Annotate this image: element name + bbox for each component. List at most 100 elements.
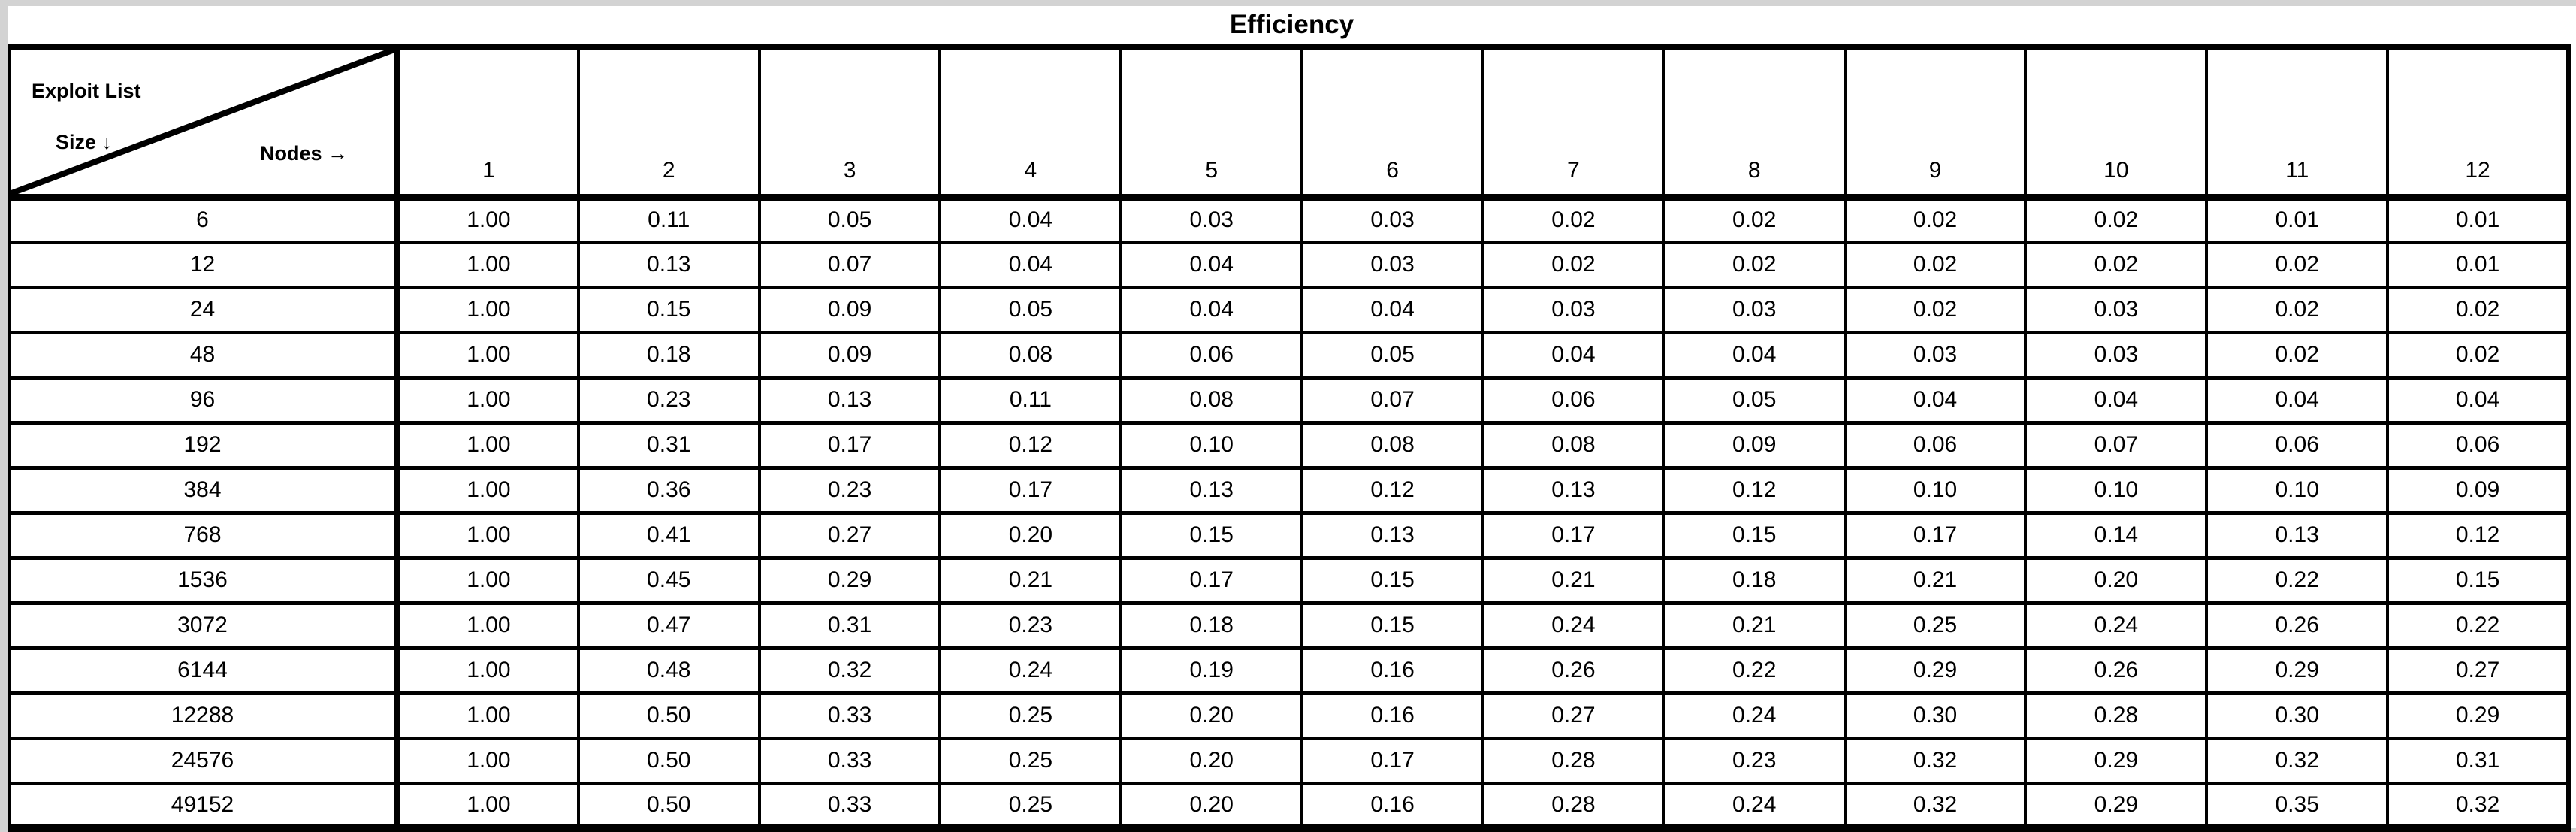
value-cell: 0.21 bbox=[938, 555, 1123, 605]
value-cell: 0.04 bbox=[938, 240, 1123, 289]
diagonal-corner-cell: Exploit List Size ↓ Nodes → bbox=[8, 44, 400, 201]
value-cell: 0.50 bbox=[576, 691, 761, 740]
row-label: 768 bbox=[8, 510, 400, 560]
table-row: 6 1.00 0.11 0.05 0.04 0.03 0.03 0.02 0.02 0.02 0.0… bbox=[8, 195, 2570, 244]
table-row: 1536 1.00 0.45 0.29 0.21 0.17 0.15 0.21 0.18 0.21… bbox=[8, 555, 2570, 605]
value-cell: 0.41 bbox=[576, 510, 761, 560]
value-cell: 0.28 bbox=[1481, 781, 1665, 830]
value-cell: 1.00 bbox=[396, 420, 580, 470]
value-cell: 0.29 bbox=[1843, 646, 2028, 695]
value-cell: 0.31 bbox=[2386, 736, 2570, 785]
value-cell: 0.29 bbox=[757, 555, 942, 605]
value-cell: 0.04 bbox=[938, 195, 1123, 244]
value-cell: 0.05 bbox=[1300, 330, 1484, 380]
value-cell: 0.09 bbox=[757, 285, 942, 334]
value-cell: 0.02 bbox=[2205, 240, 2390, 289]
value-cell: 0.17 bbox=[1119, 555, 1304, 605]
value-cell: 0.31 bbox=[757, 601, 942, 650]
value-cell: 0.06 bbox=[1481, 375, 1665, 425]
value-cell: 0.23 bbox=[938, 601, 1123, 650]
header-row: Exploit List Size ↓ Nodes → 1 2 3 4 5 6 7 8 9 10 1… bbox=[8, 44, 2570, 201]
value-cell: 0.04 bbox=[1300, 285, 1484, 334]
value-cell: 0.01 bbox=[2205, 195, 2390, 244]
value-cell: 0.08 bbox=[1119, 375, 1304, 425]
row-label: 49152 bbox=[8, 781, 400, 830]
value-cell: 0.07 bbox=[1300, 375, 1484, 425]
value-cell: 0.18 bbox=[1662, 555, 1847, 605]
value-cell: 0.19 bbox=[1119, 646, 1304, 695]
value-cell: 0.08 bbox=[1481, 420, 1665, 470]
value-cell: 0.22 bbox=[2205, 555, 2390, 605]
value-cell: 0.04 bbox=[1843, 375, 2028, 425]
value-cell: 0.02 bbox=[1843, 285, 2028, 334]
column-header-11: 11 bbox=[2205, 44, 2390, 201]
row-label: 6 bbox=[8, 195, 400, 244]
value-cell: 0.17 bbox=[757, 420, 942, 470]
value-cell: 0.33 bbox=[757, 691, 942, 740]
value-cell: 0.11 bbox=[938, 375, 1123, 425]
value-cell: 1.00 bbox=[396, 240, 580, 289]
value-cell: 0.01 bbox=[2386, 195, 2570, 244]
value-cell: 1.00 bbox=[396, 781, 580, 830]
value-cell: 0.09 bbox=[757, 330, 942, 380]
value-cell: 0.45 bbox=[576, 555, 761, 605]
value-cell: 0.04 bbox=[1662, 330, 1847, 380]
table-row: 24 1.00 0.15 0.09 0.05 0.04 0.04 0.03 0.03 0.02 0.… bbox=[8, 285, 2570, 334]
table-row: 12288 1.00 0.50 0.33 0.25 0.20 0.16 0.27 0.24 0.3… bbox=[8, 691, 2570, 740]
value-cell: 0.07 bbox=[2024, 420, 2209, 470]
value-cell: 0.05 bbox=[1662, 375, 1847, 425]
table-row: 3072 1.00 0.47 0.31 0.23 0.18 0.15 0.24 0.21 0.25… bbox=[8, 601, 2570, 650]
row-label: 96 bbox=[8, 375, 400, 425]
value-cell: 0.17 bbox=[1481, 510, 1665, 560]
value-cell: 0.27 bbox=[757, 510, 942, 560]
value-cell: 0.24 bbox=[1481, 601, 1665, 650]
table-row: 6144 1.00 0.48 0.32 0.24 0.19 0.16 0.26 0.22 0.29… bbox=[8, 646, 2570, 695]
value-cell: 0.13 bbox=[1481, 465, 1665, 515]
value-cell: 1.00 bbox=[396, 555, 580, 605]
value-cell: 0.36 bbox=[576, 465, 761, 515]
value-cell: 0.16 bbox=[1300, 691, 1484, 740]
value-cell: 0.29 bbox=[2386, 691, 2570, 740]
value-cell: 0.03 bbox=[1843, 330, 2028, 380]
value-cell: 1.00 bbox=[396, 375, 580, 425]
table-row: 768 1.00 0.41 0.27 0.20 0.15 0.13 0.17 0.15 0.17 0… bbox=[8, 510, 2570, 560]
column-header-2: 2 bbox=[576, 44, 761, 201]
row-label: 6144 bbox=[8, 646, 400, 695]
value-cell: 1.00 bbox=[396, 465, 580, 515]
value-cell: 0.13 bbox=[576, 240, 761, 289]
value-cell: 0.14 bbox=[2024, 510, 2209, 560]
row-label: 48 bbox=[8, 330, 400, 380]
value-cell: 0.13 bbox=[2205, 510, 2390, 560]
value-cell: 0.02 bbox=[2024, 195, 2209, 244]
table-row: 48 1.00 0.18 0.09 0.08 0.06 0.05 0.04 0.04 0.03 0.… bbox=[8, 330, 2570, 380]
value-cell: 0.10 bbox=[1119, 420, 1304, 470]
value-cell: 0.30 bbox=[2205, 691, 2390, 740]
value-cell: 1.00 bbox=[396, 285, 580, 334]
value-cell: 0.17 bbox=[1300, 736, 1484, 785]
value-cell: 0.02 bbox=[1481, 195, 1665, 244]
value-cell: 0.21 bbox=[1662, 601, 1847, 650]
value-cell: 0.48 bbox=[576, 646, 761, 695]
value-cell: 0.06 bbox=[2386, 420, 2570, 470]
value-cell: 0.25 bbox=[938, 691, 1123, 740]
table-row: 24576 1.00 0.50 0.33 0.25 0.20 0.17 0.28 0.23 0.3… bbox=[8, 736, 2570, 785]
value-cell: 0.07 bbox=[757, 240, 942, 289]
value-cell: 0.29 bbox=[2024, 736, 2209, 785]
value-cell: 0.10 bbox=[1843, 465, 2028, 515]
value-cell: 0.17 bbox=[1843, 510, 2028, 560]
row-label: 192 bbox=[8, 420, 400, 470]
value-cell: 0.02 bbox=[2386, 285, 2570, 334]
value-cell: 1.00 bbox=[396, 330, 580, 380]
value-cell: 0.13 bbox=[1300, 510, 1484, 560]
value-cell: 0.28 bbox=[2024, 691, 2209, 740]
value-cell: 0.03 bbox=[1300, 240, 1484, 289]
row-label: 12288 bbox=[8, 691, 400, 740]
value-cell: 0.03 bbox=[1481, 285, 1665, 334]
value-cell: 0.12 bbox=[2386, 510, 2570, 560]
column-header-10: 10 bbox=[2024, 44, 2209, 201]
value-cell: 0.33 bbox=[757, 736, 942, 785]
table-body: 6 1.00 0.11 0.05 0.04 0.03 0.03 0.02 0.02 0.02 0.0… bbox=[8, 195, 2570, 830]
table-row: 12 1.00 0.13 0.07 0.04 0.04 0.03 0.02 0.02 0.02 0.… bbox=[8, 240, 2570, 289]
value-cell: 0.03 bbox=[1300, 195, 1484, 244]
value-cell: 0.16 bbox=[1300, 781, 1484, 830]
